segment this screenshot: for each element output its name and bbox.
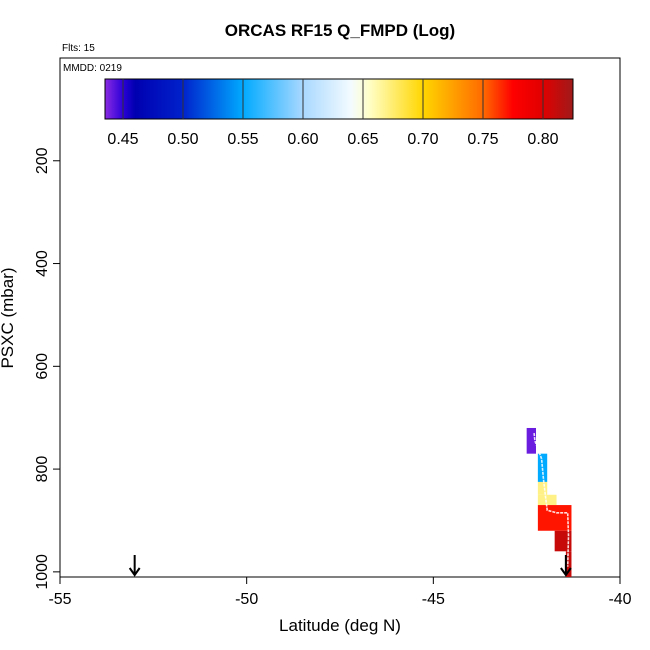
data-cell	[537, 494, 557, 506]
x-axis-label: Latitude (deg N)	[279, 616, 401, 635]
colorbar-tick-label: 0.60	[287, 131, 318, 148]
x-tick-label: -50	[235, 591, 258, 608]
arrow-markers	[128, 555, 572, 577]
data-cell	[526, 427, 536, 454]
x-tick-label: -45	[422, 591, 445, 608]
colorbar-ticks: 0.45 0.50 0.55 0.60 0.65 0.70 0.75 0.80	[107, 79, 559, 148]
colorbar-tick-label: 0.50	[167, 131, 198, 148]
y-tick-label: 400	[34, 250, 51, 277]
y-tick-label: 1000	[34, 554, 51, 590]
y-tick-label: 800	[34, 456, 51, 483]
colorbar-tick-label: 0.80	[527, 131, 558, 148]
date-annotation: MMDD: 0219	[63, 63, 122, 74]
colorbar-tick-label: 0.75	[467, 131, 498, 148]
colorbar: 0.45 0.50 0.55 0.60 0.65 0.70 0.75 0.80	[104, 78, 574, 148]
x-tick-label: -55	[48, 591, 71, 608]
y-axis-label: PSXC (mbar)	[0, 267, 17, 368]
flight-track	[533, 433, 570, 567]
flights-annotation: Flts: 15	[62, 43, 95, 54]
y-tick-label: 600	[34, 353, 51, 380]
x-tick-label: -40	[608, 591, 631, 608]
flight-track-line	[533, 433, 570, 567]
colorbar-tick-label: 0.65	[347, 131, 378, 148]
y-tick-label: 200	[34, 147, 51, 174]
plot-frame	[59, 57, 621, 578]
data-cell	[554, 530, 572, 552]
colorbar-gradient	[104, 78, 574, 120]
colorbar-tick-label: 0.45	[107, 131, 138, 148]
colorbar-tick-label: 0.55	[227, 131, 258, 148]
arrow-head	[128, 567, 141, 577]
chart-title: ORCAS RF15 Q_FMPD (Log)	[225, 21, 455, 40]
colorbar-tick-label: 0.70	[407, 131, 438, 148]
data-cell	[565, 551, 572, 577]
y-axis: 200 400 600 800 1000	[34, 147, 60, 590]
arrow-head	[560, 567, 572, 577]
data-cells	[526, 427, 572, 577]
x-axis: -55 -50 -45 -40	[48, 577, 632, 608]
data-cell	[537, 481, 548, 495]
data-cell	[537, 505, 572, 531]
